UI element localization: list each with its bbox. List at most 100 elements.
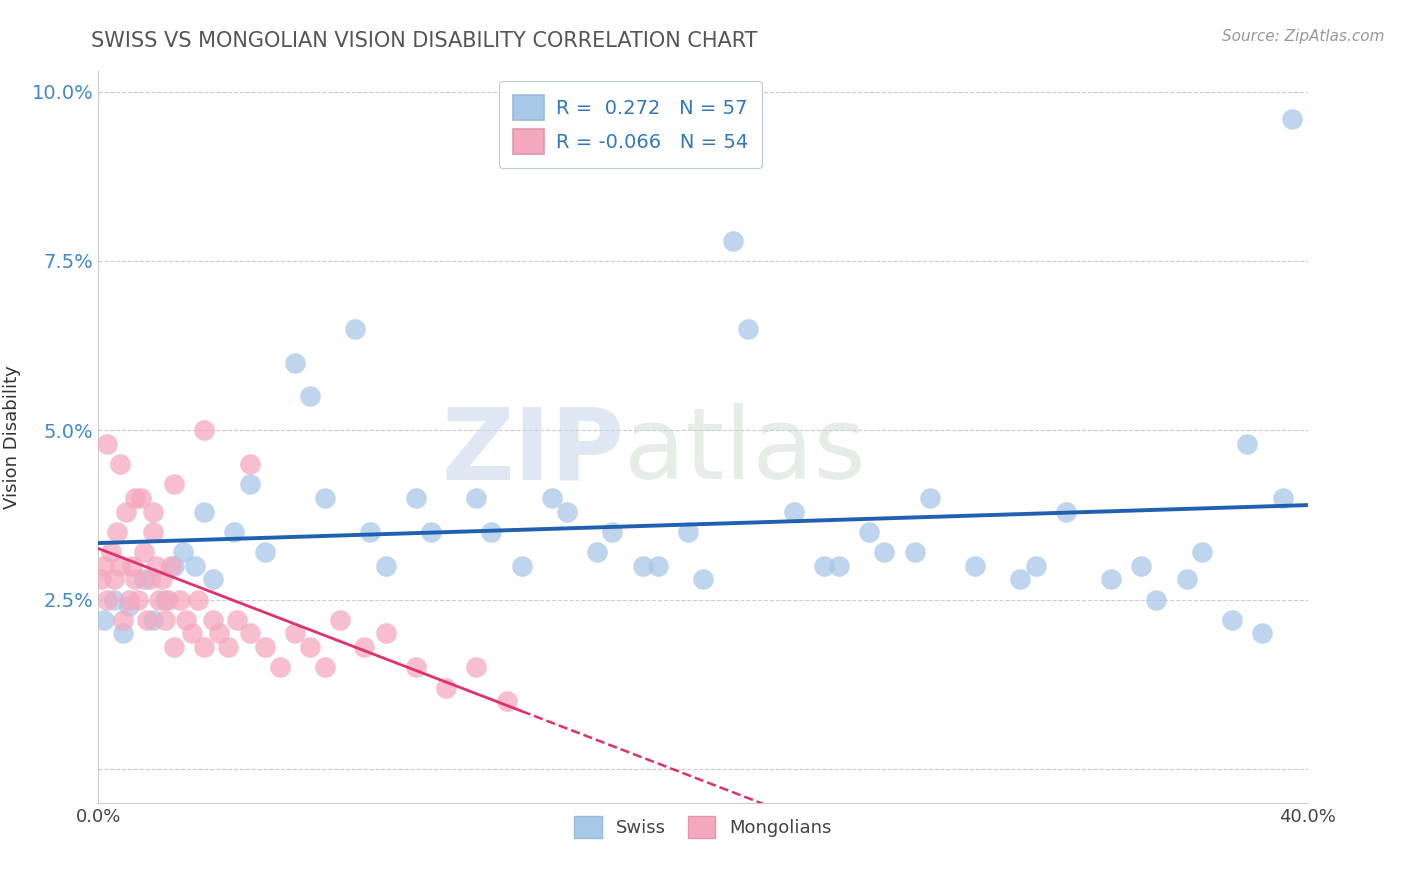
Point: [676, 524, 699, 539]
Point: [1054, 505, 1077, 519]
Point: [1281, 112, 1303, 126]
Point: [1236, 437, 1258, 451]
Point: [172, 545, 194, 559]
Point: [114, 505, 136, 519]
Point: [96, 592, 118, 607]
Text: SWISS VS MONGOLIAN VISION DISABILITY CORRELATION CHART: SWISS VS MONGOLIAN VISION DISABILITY COR…: [91, 31, 758, 51]
Point: [111, 626, 134, 640]
Point: [465, 660, 488, 674]
Point: [163, 558, 186, 573]
Point: [217, 640, 239, 654]
Point: [139, 572, 162, 586]
Point: [226, 613, 249, 627]
Point: [723, 234, 745, 248]
Point: [540, 491, 562, 505]
Point: [132, 572, 155, 586]
Point: [142, 505, 165, 519]
Text: ZIP: ZIP: [441, 403, 624, 500]
Point: [193, 505, 215, 519]
Point: [510, 558, 533, 573]
Point: [314, 491, 336, 505]
Point: [156, 592, 179, 607]
Point: [100, 545, 122, 559]
Point: [1130, 558, 1153, 573]
Point: [374, 626, 396, 640]
Point: [353, 640, 375, 654]
Point: [132, 545, 155, 559]
Point: [127, 592, 149, 607]
Point: [631, 558, 654, 573]
Text: Source: ZipAtlas.com: Source: ZipAtlas.com: [1222, 29, 1385, 44]
Point: [1272, 491, 1295, 505]
Point: [153, 613, 176, 627]
Point: [284, 355, 307, 369]
Y-axis label: Vision Disability: Vision Disability: [3, 365, 21, 509]
Point: [692, 572, 714, 586]
Point: [150, 572, 173, 586]
Point: [1024, 558, 1046, 573]
Point: [405, 491, 427, 505]
Point: [420, 524, 443, 539]
Point: [148, 592, 170, 607]
Point: [124, 491, 146, 505]
Point: [169, 592, 191, 607]
Point: [103, 592, 125, 607]
Point: [904, 545, 927, 559]
Point: [142, 613, 165, 627]
Point: [1144, 592, 1167, 607]
Point: [202, 613, 225, 627]
Point: [253, 545, 276, 559]
Text: atlas: atlas: [624, 403, 866, 500]
Point: [1175, 572, 1198, 586]
Point: [813, 558, 835, 573]
Point: [783, 505, 806, 519]
Point: [405, 660, 427, 674]
Point: [495, 694, 517, 708]
Point: [174, 613, 197, 627]
Point: [193, 423, 215, 437]
Point: [153, 592, 176, 607]
Point: [329, 613, 352, 627]
Point: [873, 545, 896, 559]
Point: [239, 477, 262, 491]
Point: [90, 572, 112, 586]
Point: [129, 491, 152, 505]
Point: [118, 592, 141, 607]
Point: [124, 572, 146, 586]
Point: [253, 640, 276, 654]
Point: [434, 681, 457, 695]
Point: [108, 558, 131, 573]
Point: [1220, 613, 1243, 627]
Point: [965, 558, 987, 573]
Point: [465, 491, 488, 505]
Point: [160, 558, 183, 573]
Point: [858, 524, 880, 539]
Point: [163, 477, 186, 491]
Point: [374, 558, 396, 573]
Point: [142, 524, 165, 539]
Point: [828, 558, 851, 573]
Point: [105, 524, 128, 539]
Point: [602, 524, 624, 539]
Point: [299, 389, 322, 403]
Point: [284, 626, 307, 640]
Point: [555, 505, 578, 519]
Point: [135, 613, 157, 627]
Point: [239, 457, 262, 471]
Point: [181, 626, 204, 640]
Point: [1010, 572, 1032, 586]
Point: [1099, 572, 1122, 586]
Legend: Swiss, Mongolians: Swiss, Mongolians: [567, 808, 839, 845]
Point: [163, 640, 186, 654]
Point: [96, 437, 118, 451]
Point: [299, 640, 322, 654]
Point: [239, 626, 262, 640]
Point: [208, 626, 231, 640]
Point: [145, 558, 167, 573]
Point: [314, 660, 336, 674]
Point: [93, 613, 115, 627]
Point: [224, 524, 246, 539]
Point: [269, 660, 291, 674]
Point: [193, 640, 215, 654]
Point: [360, 524, 382, 539]
